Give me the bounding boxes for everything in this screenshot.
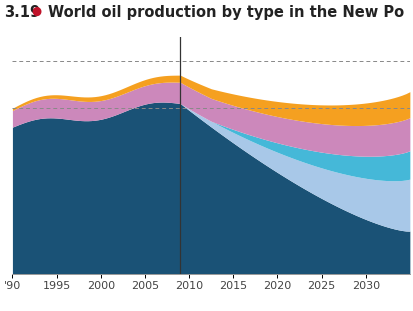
Text: ●: ● xyxy=(31,5,41,18)
Text: 3.19: 3.19 xyxy=(4,5,40,20)
Text: World oil production by type in the New Po: World oil production by type in the New … xyxy=(47,5,403,20)
